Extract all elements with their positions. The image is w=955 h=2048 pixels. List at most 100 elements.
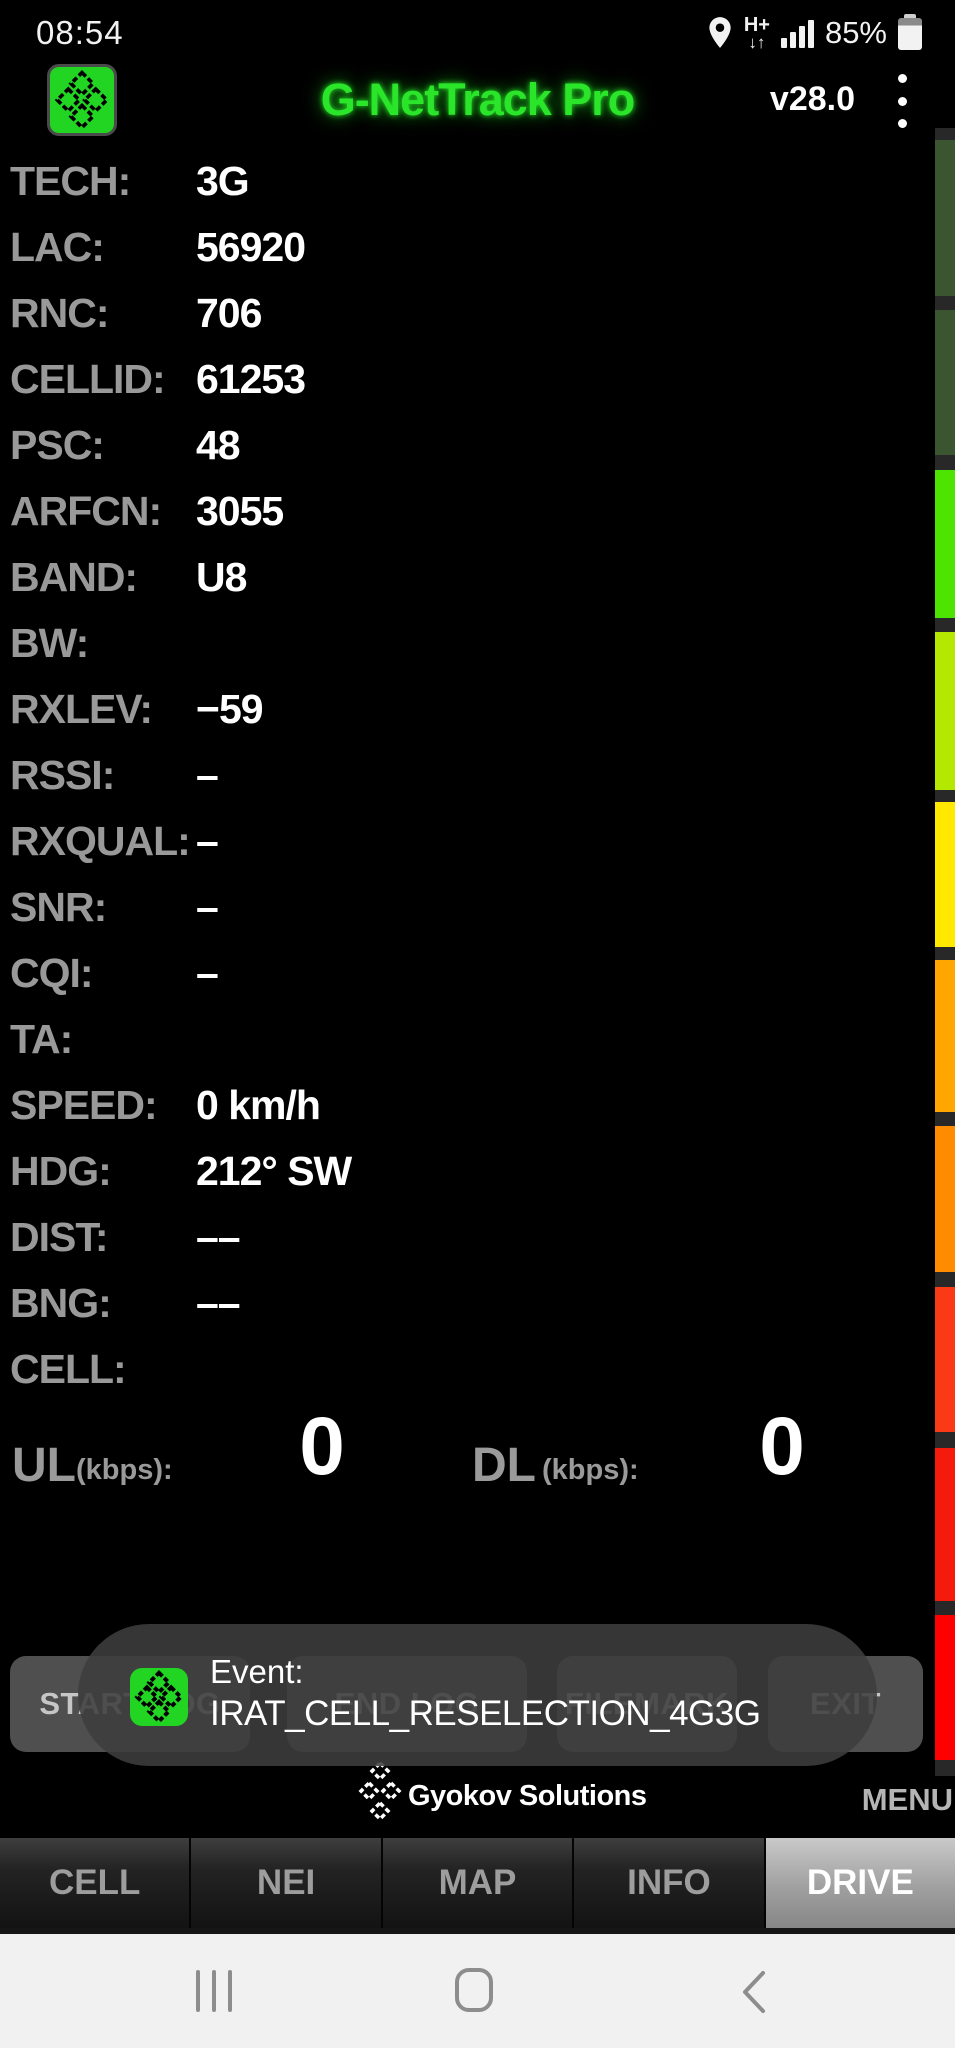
signal-strip-segment [935,632,955,790]
param-label: CQI: [10,949,94,996]
app-header: G-NetTrack Pro v28.0 [0,62,955,144]
param-label: PSC: [10,421,105,468]
battery-percentage: 85% [824,15,887,50]
gyokov-logo-icon [358,1760,402,1829]
app-version: v28.0 [769,80,855,118]
param-label: ARFCN: [10,487,162,534]
param-value: – [196,751,219,798]
param-row: CELL: [0,1336,880,1402]
signal-strip-segment [935,802,955,947]
param-row: CQI: – [0,940,880,1006]
param-value: 3G [196,157,250,204]
param-row: BW: [0,610,880,676]
param-value: 706 [196,289,262,336]
data-activity-arrows: ↓↑ [748,33,766,52]
param-row: LAC: 56920 [0,214,880,280]
downlink-unit: (kbps): [542,1454,639,1486]
brand-name: Gyokov Solutions [408,1780,647,1812]
tab-drive[interactable]: DRIVE [765,1838,955,1928]
signal-strip-segment [935,310,955,455]
param-label: SPEED: [10,1081,158,1128]
param-value: – [196,817,219,864]
signal-strip-segment [935,1615,955,1760]
menu-button[interactable]: MENU [861,1782,953,1817]
param-value: – [196,949,219,996]
param-label: RXQUAL: [10,817,191,864]
param-label: BNG: [10,1279,112,1326]
tab-map[interactable]: MAP [382,1838,575,1928]
param-row: RSSI: – [0,742,880,808]
recents-icon[interactable] [196,1970,232,2012]
param-value: −59 [196,685,264,732]
param-value: 3055 [196,487,284,534]
param-row: RXLEV: −59 [0,676,880,742]
signal-level-color-strip [935,128,955,1776]
param-row: TECH: 3G [0,148,880,214]
param-label: RXLEV: [10,685,153,732]
param-label: RSSI: [10,751,115,798]
param-row: SPEED: 0 km/h [0,1072,880,1138]
param-label: HDG: [10,1147,112,1194]
downlink-value: 0 [759,1401,805,1492]
battery-icon [898,14,922,52]
param-row: BAND: U8 [0,544,880,610]
param-label: TECH: [10,157,131,204]
param-value: 48 [196,421,241,468]
param-label: DIST: [10,1213,109,1260]
param-value: 0 km/h [196,1081,321,1128]
param-label: RNC: [10,289,109,336]
app-title: G-NetTrack Pro [320,74,636,125]
param-label: CELLID: [10,355,166,402]
event-toast: Event: IRAT_CELL_RESELECTION_4G3G [78,1624,877,1766]
status-bar: 08:54 H+ ↓↑ 85% [0,0,955,58]
event-toast-text: Event: IRAT_CELL_RESELECTION_4G3G [210,1652,761,1736]
param-label: BAND: [10,553,138,600]
network-type-indicator: H+ ↓↑ [744,15,770,51]
param-row: TA: [0,1006,880,1072]
param-value: –– [196,1279,241,1326]
signal-strip-segment [935,960,955,1112]
param-row: ARFCN: 3055 [0,478,880,544]
parameter-list: TECH: 3G LAC: 56920 RNC: 706 CELLID: 61253 PSC: 4… [0,148,880,1402]
tab-nei[interactable]: NEI [191,1838,383,1928]
footer-brand-row: Gyokov Solutions MENU [0,1758,955,1838]
clock: 08:54 [36,14,124,51]
signal-strip-segment [935,470,955,618]
param-value: – [196,883,219,930]
tab-info[interactable]: INFO [574,1838,766,1928]
app-logo-icon-small [130,1668,188,1726]
home-icon[interactable] [455,1968,493,2012]
throughput-row: UL (kbps): 0 DL (kbps): 0 [0,1401,955,1504]
back-icon[interactable] [736,1968,772,2016]
param-row: SNR: – [0,874,880,940]
event-toast-message: IRAT_CELL_RESELECTION_4G3G [210,1694,761,1733]
param-label: SNR: [10,883,107,930]
tab-cell[interactable]: CELL [0,1838,192,1928]
signal-strip-segment [935,140,955,296]
downlink-group: DL (kbps): 0 [472,1401,917,1504]
param-value: 56920 [196,223,306,270]
param-value: 61253 [196,355,306,402]
uplink-label: UL [12,1439,76,1492]
param-row: RXQUAL: – [0,808,880,874]
param-row: RNC: 706 [0,280,880,346]
signal-strip-segment [935,1287,955,1432]
param-row: DIST: –– [0,1204,880,1270]
location-icon [709,17,731,48]
uplink-value: 0 [299,1401,345,1492]
param-label: TA: [10,1015,73,1062]
param-value: –– [196,1213,241,1260]
signal-strip-segment [935,1126,955,1272]
signal-strength-icon [780,18,814,48]
param-label: CELL: [10,1345,127,1392]
downlink-label: DL [472,1439,536,1492]
uplink-unit: (kbps): [76,1454,173,1486]
network-type-label: H+ [743,14,770,36]
app-logo-icon [47,64,117,136]
param-row: HDG: 212° SW [0,1138,880,1204]
tab-bar-shadow [0,1928,955,1934]
param-row: PSC: 48 [0,412,880,478]
param-label: BW: [10,619,89,666]
overflow-menu-icon[interactable] [896,74,908,128]
